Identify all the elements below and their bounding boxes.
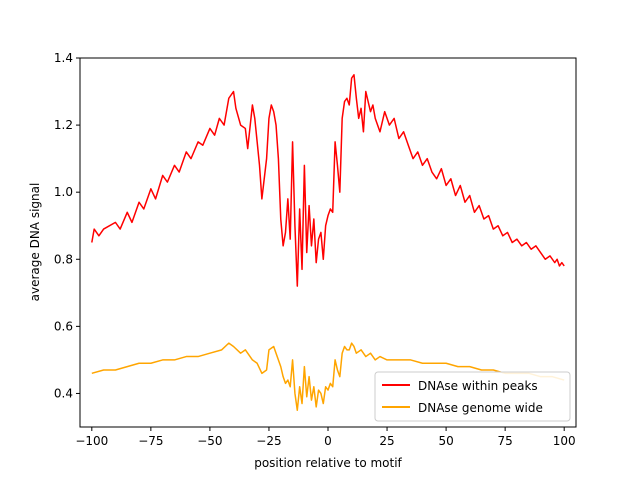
y-tick-label: 1.2 [54,118,73,132]
x-tick-label: 50 [438,434,453,448]
y-axis: 0.4 0.6 0.8 1.0 1.2 1.4 [54,51,80,400]
x-tick-label: 75 [498,434,513,448]
x-axis: −100 −75 −50 −25 0 25 50 75 100 [75,427,576,448]
y-tick-label: 0.6 [54,319,73,333]
series-line-peaks [91,74,565,287]
x-tick-label: −100 [75,434,108,448]
series-line-genome [91,342,565,411]
legend-box [374,371,571,422]
x-axis-label: position relative to motif [254,456,402,470]
x-tick-label: 25 [379,434,394,448]
legend: DNAse within peaks DNAse genome wide [374,371,571,422]
x-tick-label: −50 [197,434,222,448]
legend-label-peaks: DNAse within peaks [418,379,538,393]
x-tick-label: 0 [324,434,332,448]
series-layer [91,74,565,411]
y-tick-label: 1.4 [54,51,73,65]
y-tick-label: 0.4 [54,386,73,400]
legend-label-genome: DNAse genome wide [418,401,543,415]
x-tick-label: −25 [256,434,281,448]
x-tick-label: 100 [553,434,576,448]
x-tick-label: −75 [138,434,163,448]
y-axis-label: average DNA signal [28,183,42,302]
y-tick-label: 1.0 [54,185,73,199]
y-tick-label: 0.8 [54,252,73,266]
